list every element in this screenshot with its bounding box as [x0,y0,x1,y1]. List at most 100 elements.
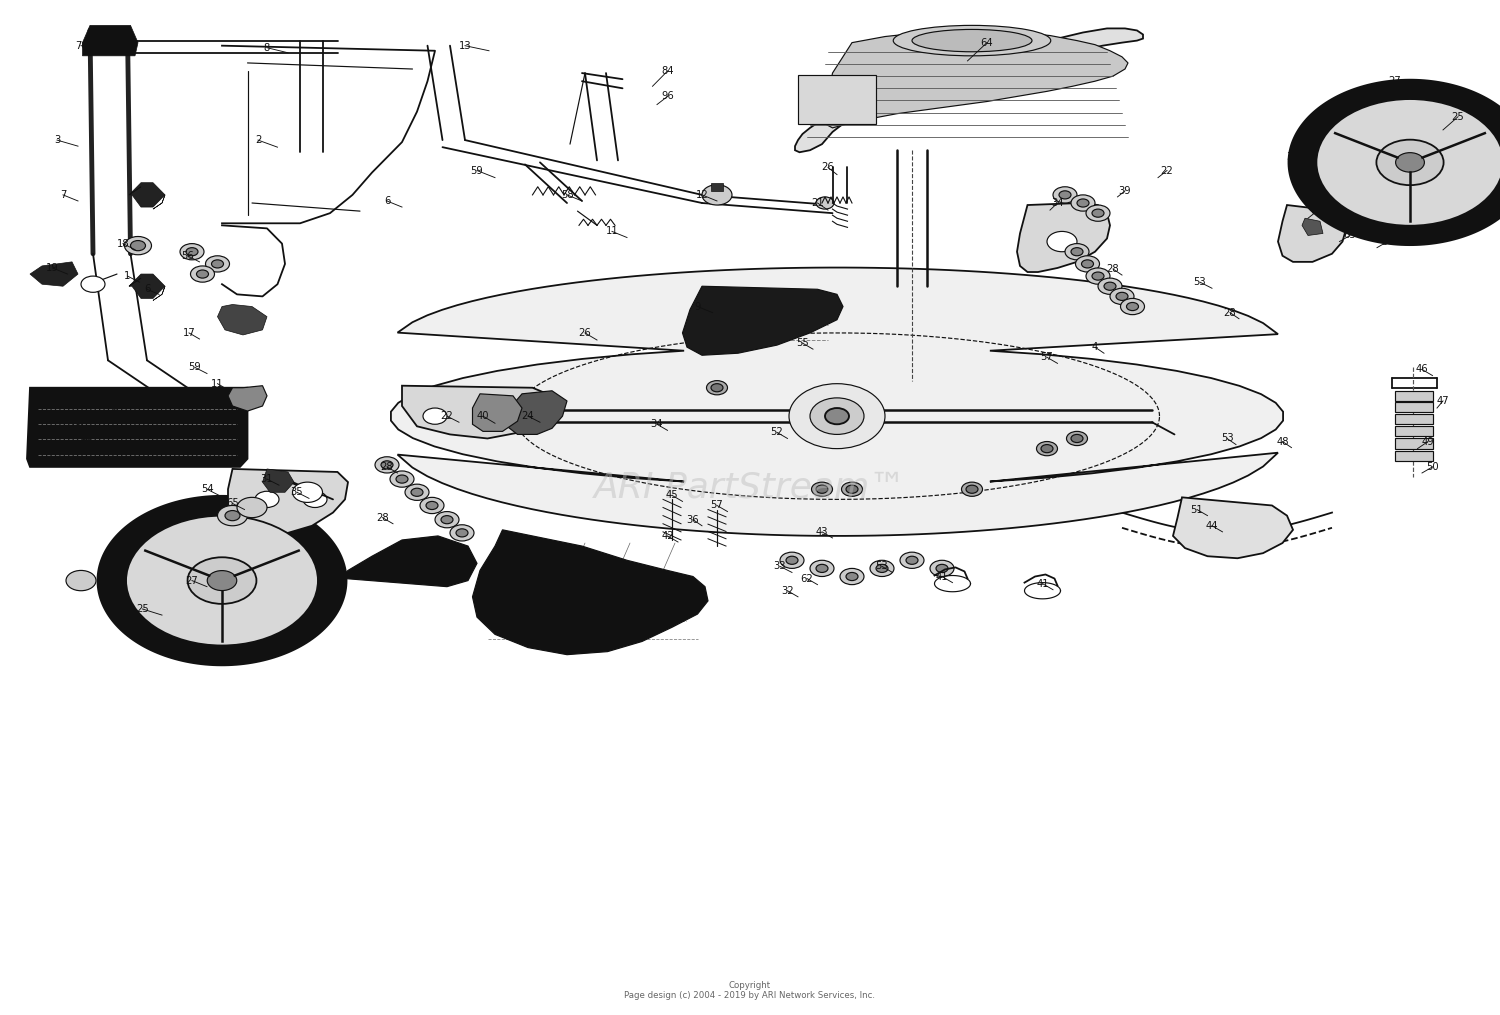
Polygon shape [507,391,567,434]
Circle shape [870,560,894,577]
Text: 12: 12 [696,190,708,200]
Circle shape [1317,99,1500,225]
Polygon shape [1173,497,1293,558]
Text: Copyright
Page design (c) 2004 - 2019 by ARI Network Services, Inc.: Copyright Page design (c) 2004 - 2019 by… [624,980,876,1001]
Circle shape [130,241,146,251]
Polygon shape [338,536,477,589]
Circle shape [180,244,204,260]
Text: 34: 34 [651,419,663,429]
Text: 13: 13 [459,41,471,51]
Circle shape [825,408,849,424]
Text: 54: 54 [201,484,213,494]
Text: 28: 28 [1224,308,1236,318]
Text: 53: 53 [876,561,888,571]
Text: 24: 24 [522,411,534,421]
Circle shape [702,185,732,205]
Text: 56: 56 [182,251,194,261]
Circle shape [930,560,954,577]
Polygon shape [30,262,78,286]
Text: 2: 2 [255,135,261,145]
Bar [1395,414,1432,424]
Polygon shape [795,28,1143,152]
Circle shape [426,501,438,510]
Circle shape [450,525,474,541]
Circle shape [375,457,399,473]
Text: 32: 32 [782,586,794,596]
Text: 19: 19 [46,263,58,273]
Text: 1: 1 [124,271,130,281]
Circle shape [441,516,453,524]
Circle shape [1071,434,1083,443]
Text: 53: 53 [1194,277,1206,287]
Circle shape [1053,187,1077,203]
Text: 11: 11 [606,226,618,236]
Text: 17: 17 [183,328,195,338]
Text: 9: 9 [694,301,700,312]
Circle shape [66,570,96,591]
Text: 6: 6 [384,196,390,206]
Text: 18: 18 [117,239,129,249]
Bar [798,75,876,124]
Circle shape [190,266,214,282]
Bar [1395,391,1432,401]
Text: 35: 35 [291,487,303,497]
Polygon shape [472,394,522,431]
Polygon shape [82,25,138,56]
Text: 54: 54 [1382,236,1394,247]
Text: 26: 26 [822,162,834,173]
Text: 41: 41 [936,571,948,582]
Polygon shape [99,497,345,664]
Bar [1395,426,1432,436]
Circle shape [1071,248,1083,256]
Polygon shape [402,386,558,438]
Circle shape [810,560,834,577]
Circle shape [124,236,152,255]
Text: 65: 65 [226,498,238,509]
Text: 83: 83 [72,419,84,429]
Circle shape [810,398,864,434]
Circle shape [1395,152,1425,173]
Polygon shape [825,30,1128,128]
Text: 31: 31 [261,474,273,484]
Text: 57: 57 [1041,352,1053,362]
Circle shape [962,482,982,496]
Circle shape [423,408,447,424]
Text: 40: 40 [477,411,489,421]
Circle shape [711,384,723,392]
Polygon shape [27,388,248,467]
Text: 22: 22 [441,411,453,421]
Circle shape [225,511,240,521]
Circle shape [1082,260,1094,268]
Text: 28: 28 [381,462,393,472]
Circle shape [900,552,924,568]
Polygon shape [711,183,723,191]
Text: 85: 85 [81,435,93,446]
Polygon shape [1290,81,1500,244]
Circle shape [303,491,327,508]
Text: 11: 11 [211,379,223,389]
Ellipse shape [894,25,1050,56]
Circle shape [420,497,444,514]
Text: 20: 20 [111,405,123,415]
Text: 33: 33 [774,561,786,571]
Text: 38: 38 [561,616,573,626]
Circle shape [211,260,223,268]
Circle shape [1092,272,1104,280]
Circle shape [816,197,834,209]
Text: 51: 51 [1191,504,1203,515]
Circle shape [786,556,798,564]
Circle shape [706,381,728,395]
Circle shape [1092,209,1104,217]
Text: 59: 59 [189,362,201,373]
Polygon shape [228,469,348,533]
Text: 28: 28 [1107,264,1119,274]
Circle shape [81,276,105,292]
Circle shape [840,568,864,585]
Polygon shape [392,268,1282,536]
Text: 26: 26 [579,328,591,338]
Text: 59: 59 [471,165,483,176]
Text: 48: 48 [1276,436,1288,447]
Circle shape [390,471,414,487]
Circle shape [520,403,544,419]
Circle shape [411,488,423,496]
